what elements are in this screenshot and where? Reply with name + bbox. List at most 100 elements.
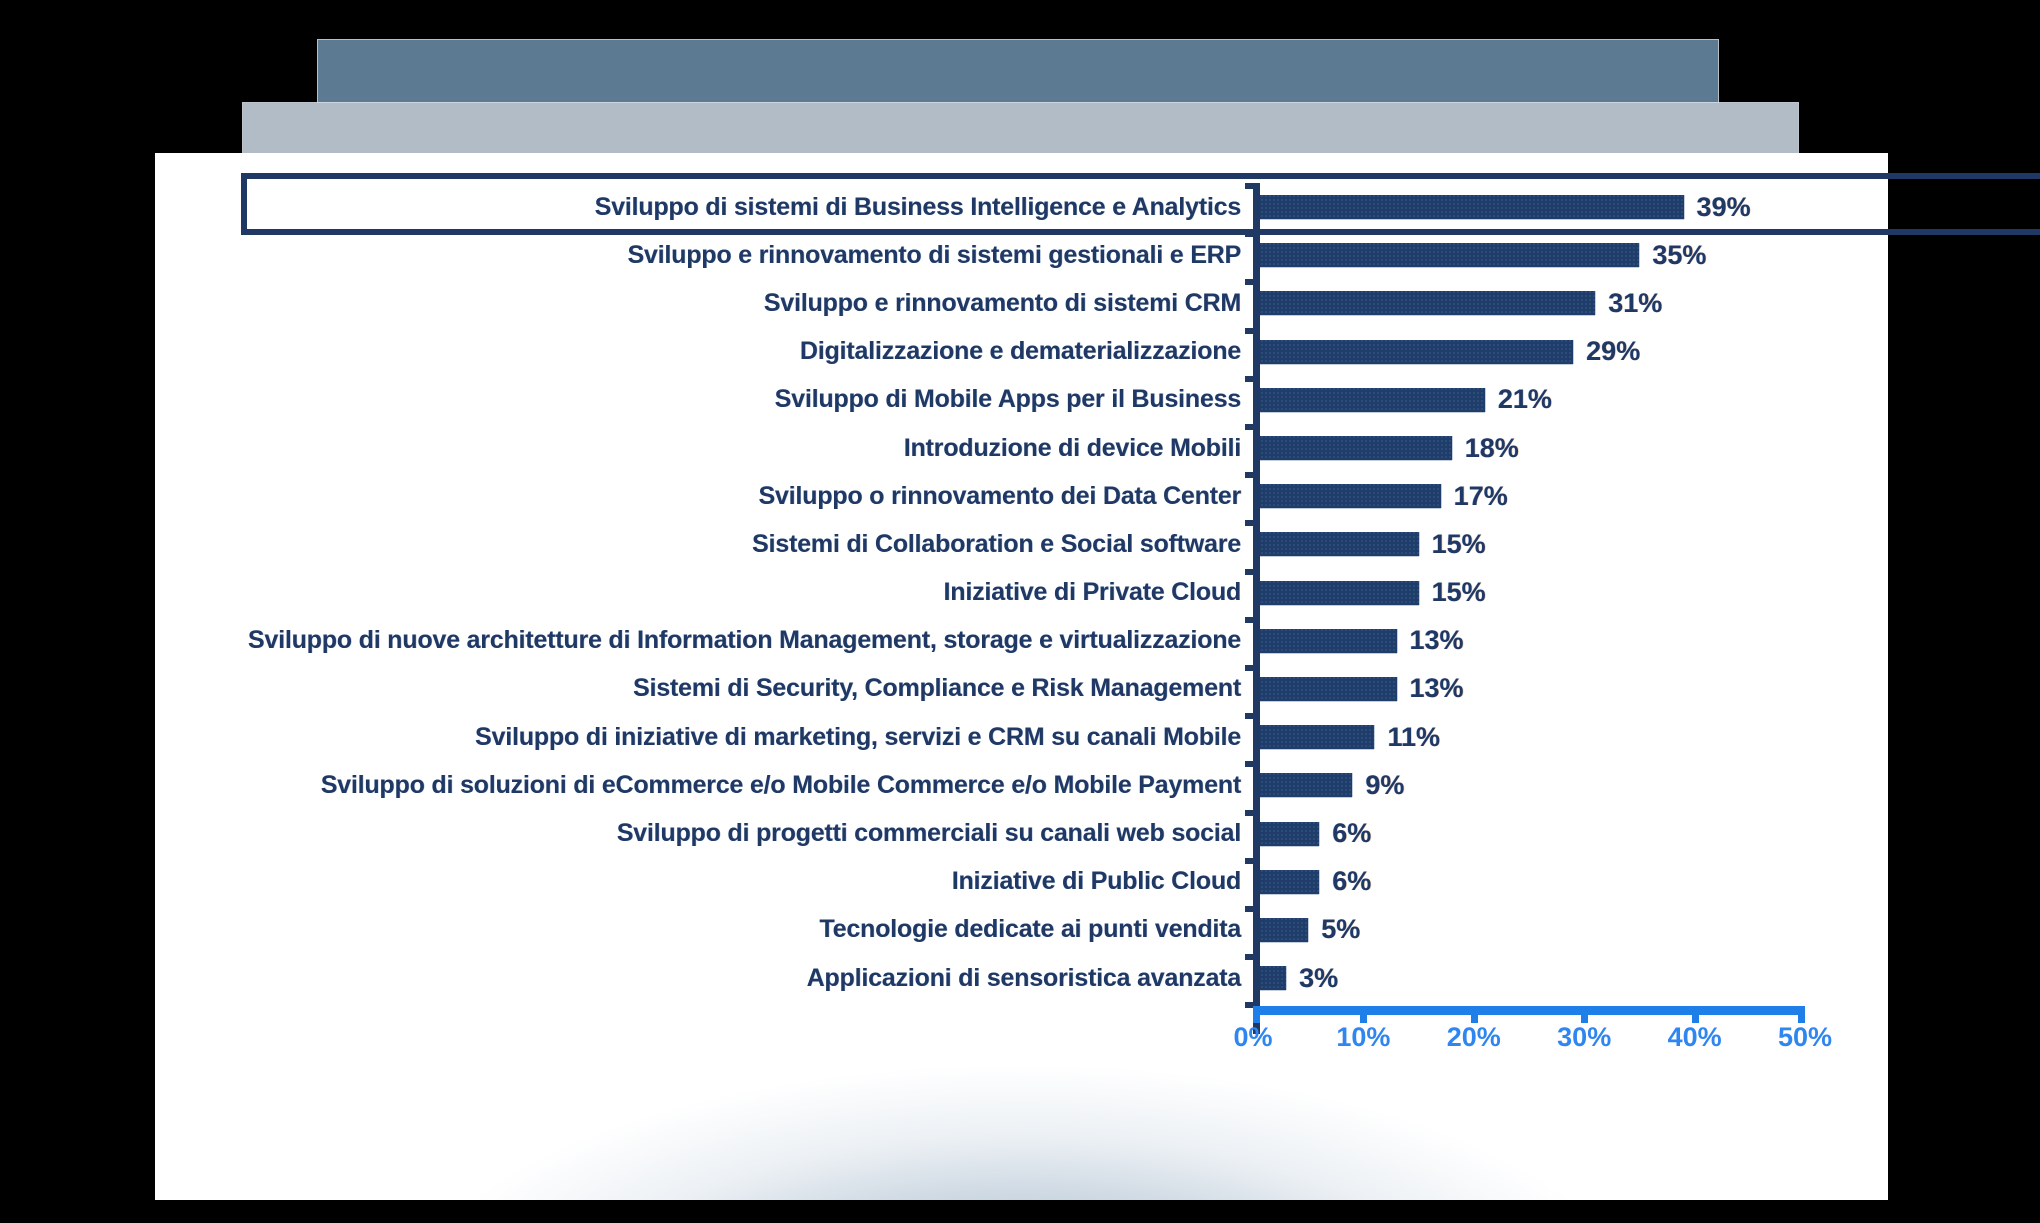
chart-row: Iniziative di Public Cloud 6% <box>155 858 1888 906</box>
bar-value-label: 17% <box>1453 480 1508 511</box>
value-axis-tick-label: 40% <box>1667 1022 1722 1053</box>
category-label: Sviluppo di progetti commerciali su cana… <box>616 819 1241 848</box>
category-label: Sviluppo e rinnovamento di sistemi gesti… <box>627 240 1241 269</box>
bar-value-label: 6% <box>1332 866 1372 897</box>
bar-cell: 13% <box>1253 617 1888 665</box>
category-axis-tick <box>1245 665 1253 671</box>
bar <box>1253 869 1320 894</box>
bar <box>1253 339 1574 364</box>
bar-value-label: 13% <box>1409 673 1464 704</box>
chart-row: Sistemi di Collaboration e Social softwa… <box>155 520 1888 568</box>
category-axis-tick <box>1245 183 1253 189</box>
value-axis-tick <box>1253 1015 1260 1024</box>
bar-cell: 35% <box>1253 231 1888 279</box>
bar-value-label: 29% <box>1586 336 1641 367</box>
bar <box>1253 243 1640 268</box>
bar <box>1253 532 1419 557</box>
bar-value-label: 13% <box>1409 625 1464 656</box>
bar-value-label: 11% <box>1387 721 1440 752</box>
bar <box>1253 436 1452 461</box>
chart-row: Digitalizzazione e dematerializzazione 29… <box>155 328 1888 376</box>
category-axis-tick <box>1245 520 1253 527</box>
bar-cell: 11% <box>1253 713 1888 761</box>
value-axis-tick-labels: 0% 10% 20% 30% 40% 50% <box>1233 1022 1832 1064</box>
bar-cell: 6% <box>1253 809 1888 857</box>
category-label: Iniziative di Public Cloud <box>951 867 1241 896</box>
category-axis-tick <box>1245 279 1253 286</box>
bar <box>1253 676 1397 701</box>
chart-row: Sviluppo e rinnovamento di sistemi gesti… <box>155 231 1888 279</box>
value-axis-tick-label: 50% <box>1777 1022 1833 1053</box>
category-label: Sviluppo di soluzioni di eCommerce e/o M… <box>320 770 1242 799</box>
bar <box>1253 484 1441 509</box>
value-axis-tick-label: 0% <box>1233 1022 1273 1053</box>
value-axis-tick <box>1581 1015 1589 1024</box>
chart-row: Sistemi di Security, Compliance e Risk M… <box>155 665 1888 713</box>
chart-row: Applicazioni di sensoristica avanzata 3% <box>155 954 1888 1002</box>
bar-cell: 29% <box>1253 328 1888 376</box>
category-axis-tick <box>1245 375 1253 382</box>
chart-row: Introduzione di device Mobili 18% <box>155 424 1888 472</box>
bar <box>1253 821 1320 846</box>
chart-row: Iniziative di Private Cloud 15% <box>155 569 1888 617</box>
category-label: Introduzione di device Mobili <box>903 433 1241 462</box>
bar-value-label: 9% <box>1365 769 1405 800</box>
category-axis <box>1245 183 1260 1035</box>
value-axis-tick <box>1798 1015 1805 1024</box>
bar-value-label: 39% <box>1696 191 1751 222</box>
category-axis-tick <box>1245 568 1253 575</box>
bar-cell: 31% <box>1253 279 1888 327</box>
chart-row: Sviluppo di progetti commerciali su cana… <box>155 809 1888 857</box>
chart-row: Tecnologie dedicate ai punti vendita 5% <box>155 906 1888 954</box>
bar-value-label: 5% <box>1321 914 1361 945</box>
bar <box>1253 628 1397 653</box>
value-axis-tick <box>1360 1015 1368 1024</box>
bar-value-label: 31% <box>1608 287 1663 318</box>
category-label: Sviluppo o rinnovamento dei Data Center <box>758 481 1241 510</box>
bar-value-label: 15% <box>1431 528 1486 559</box>
bar-value-label: 15% <box>1431 577 1486 608</box>
bar-cell: 39% <box>1253 183 1888 231</box>
horizontal-bar-chart: Sviluppo di sistemi di Business Intellig… <box>155 153 2040 1200</box>
bar-cell: 13% <box>1253 665 1888 713</box>
category-label: Applicazioni di sensoristica avanzata <box>806 963 1242 992</box>
bar <box>1253 725 1375 750</box>
bar <box>1253 291 1596 316</box>
bar-value-label: 21% <box>1497 384 1552 415</box>
chart-row: Sviluppo di sistemi di Business Intellig… <box>155 183 1888 231</box>
bar-cell: 21% <box>1253 376 1888 424</box>
decorative-slab-dark <box>318 40 1718 112</box>
bar-cell: 3% <box>1253 954 1888 1002</box>
bar <box>1253 195 1684 220</box>
category-label: Digitalizzazione e dematerializzazione <box>799 337 1241 366</box>
bar-value-label: 18% <box>1464 432 1519 463</box>
chart-rows: Sviluppo di sistemi di Business Intellig… <box>155 183 1888 1223</box>
value-axis <box>1253 1006 1805 1024</box>
chart-row: Sviluppo di Mobile Apps per il Business 2… <box>155 376 1888 424</box>
value-axis-tick-label: 10% <box>1336 1022 1391 1053</box>
category-axis-tick <box>1245 1002 1253 1009</box>
bar <box>1253 917 1309 942</box>
category-axis-tick <box>1245 809 1253 816</box>
chart-row: Sviluppo di iniziative di marketing, ser… <box>155 713 1888 761</box>
chart-row: Sviluppo o rinnovamento dei Data Center 1… <box>155 472 1888 520</box>
category-axis-tick <box>1245 616 1253 623</box>
value-axis-tick <box>1691 1015 1699 1024</box>
bar <box>1253 387 1485 412</box>
value-axis-tick <box>1470 1015 1478 1024</box>
category-axis-tick <box>1245 327 1253 334</box>
category-axis-tick <box>1245 424 1253 430</box>
category-axis-tick <box>1245 713 1253 720</box>
category-label: Sviluppo e rinnovamento di sistemi CRM <box>763 288 1241 317</box>
category-axis-tick <box>1245 761 1253 768</box>
category-axis-tick <box>1245 906 1253 912</box>
bar <box>1253 580 1419 605</box>
category-axis-tick <box>1245 231 1253 238</box>
category-axis-tick <box>1245 472 1253 479</box>
category-label: Sviluppo di Mobile Apps per il Business <box>774 385 1242 414</box>
category-axis-tick <box>1245 954 1253 961</box>
category-label: Sviluppo di nuove architetture di Inform… <box>247 626 1241 655</box>
category-label: Sviluppo di sistemi di Business Intellig… <box>594 192 1242 221</box>
category-axis-tick <box>1245 857 1253 864</box>
